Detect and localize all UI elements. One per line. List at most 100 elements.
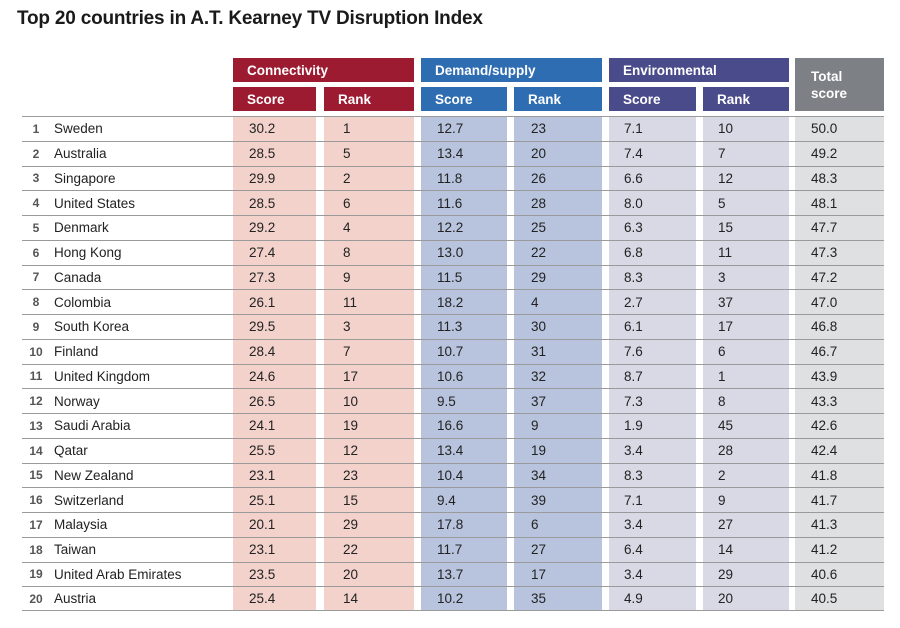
connectivity-rank: 14: [343, 591, 359, 607]
environmental-score: 6.3: [624, 220, 643, 236]
row-rank: 8: [32, 295, 40, 310]
demand-supply-score: 11.3: [437, 319, 463, 335]
connectivity-rank: 10: [343, 393, 359, 409]
demand-supply-score: 12.7: [437, 121, 464, 137]
demand-supply-score: 11.8: [437, 170, 463, 186]
environmental-score: 8.3: [624, 467, 643, 483]
row-rank: 18: [29, 542, 43, 557]
environmental-rank: 17: [718, 319, 734, 335]
demand-supply-score: 13.4: [437, 443, 464, 459]
environmental-score: 6.8: [624, 245, 643, 261]
total-score: 40.5: [811, 591, 838, 607]
row-rank: 1: [32, 121, 40, 136]
table-row: 18 Taiwan 23.1 22 11.7 27 6.4 14 41.2: [22, 536, 884, 562]
country-name: Malaysia: [54, 517, 108, 533]
country-name: Australia: [54, 146, 107, 162]
demand-supply-rank: 6: [531, 517, 539, 533]
total-score-header: Total score: [795, 58, 884, 111]
page-title: Top 20 countries in A.T. Kearney TV Disr…: [17, 8, 483, 29]
connectivity-score: 24.6: [249, 368, 276, 384]
connectivity-score: 28.4: [249, 344, 276, 360]
total-score: 43.3: [811, 393, 838, 409]
demand-supply-score: 11.7: [437, 542, 463, 558]
demand-supply-rank: 29: [531, 269, 547, 285]
environmental-score: 7.4: [624, 146, 643, 162]
total-score: 48.1: [811, 195, 838, 211]
total-score: 41.7: [811, 492, 838, 508]
connectivity-header: Connectivity: [233, 58, 414, 82]
environmental-score: 6.4: [624, 542, 643, 558]
connectivity-rank: 11: [343, 294, 358, 310]
row-rank: 12: [29, 394, 43, 409]
table-row: 16 Switzerland 25.1 15 9.4 39 7.1 9 41.7: [22, 487, 884, 512]
row-rank: 17: [29, 517, 43, 532]
environmental-rank: 45: [718, 418, 734, 434]
environmental-score: 1.9: [624, 418, 643, 434]
environmental-score: 7.1: [624, 492, 643, 508]
demand-supply-score: 17.8: [437, 517, 464, 533]
environmental-rank: 8: [718, 393, 726, 409]
connectivity-score: 29.5: [249, 319, 276, 335]
country-name: New Zealand: [54, 467, 134, 483]
demand-supply-rank: 35: [531, 591, 547, 607]
environmental-rank: 37: [718, 294, 734, 310]
environmental-rank: 15: [718, 220, 734, 236]
environmental-score: 8.0: [624, 195, 643, 211]
table-row: 13 Saudi Arabia 24.1 19 16.6 9 1.9 45 42.6: [22, 413, 884, 438]
connectivity-rank: 29: [343, 517, 359, 533]
demand-supply-rank: 9: [531, 418, 539, 434]
connectivity-rank: 4: [343, 220, 351, 236]
environmental-header: Environmental: [609, 58, 789, 82]
demand-supply-rank: 25: [531, 220, 547, 236]
environmental-rank: 6: [718, 344, 726, 360]
environmental-score: 6.6: [624, 170, 643, 186]
total-score: 40.6: [811, 566, 838, 582]
environmental-score: 8.3: [624, 269, 643, 285]
demand-supply-score: 12.2: [437, 220, 464, 236]
row-rank: 2: [32, 146, 40, 161]
demand-supply-rank: 26: [531, 170, 547, 186]
total-score: 49.2: [811, 146, 838, 162]
row-rank: 3: [32, 171, 40, 186]
row-rank: 19: [29, 567, 43, 582]
environmental-score-header: Score: [609, 87, 696, 111]
row-rank: 11: [29, 369, 43, 384]
country-name: Singapore: [54, 170, 116, 186]
table-row: 20 Austria 25.4 14 10.2 35 4.9 20 40.5: [22, 586, 884, 611]
country-name: Taiwan: [54, 542, 97, 558]
connectivity-score: 29.9: [249, 170, 276, 186]
country-name: Colombia: [54, 294, 112, 310]
connectivity-score: 20.1: [249, 517, 276, 533]
table-row: 7 Canada 27.3 9 11.5 29 8.3 3 47.2: [22, 264, 884, 290]
demand-supply-rank: 17: [531, 566, 547, 582]
demand-supply-score: 10.6: [437, 368, 464, 384]
table-row: 8 Colombia 26.1 11 18.2 4 2.7 37 47.0: [22, 289, 884, 314]
total-score: 42.6: [811, 418, 838, 434]
total-score: 41.2: [811, 542, 838, 558]
demand-supply-rank: 31: [531, 344, 547, 360]
connectivity-rank: 7: [343, 344, 351, 360]
demand-supply-score: 13.4: [437, 146, 464, 162]
connectivity-rank: 15: [343, 492, 359, 508]
environmental-rank: 7: [718, 146, 726, 162]
row-rank: 15: [29, 468, 43, 483]
environmental-score: 7.1: [624, 121, 643, 137]
connectivity-score: 30.2: [249, 121, 276, 137]
demand-supply-rank: 30: [531, 319, 547, 335]
row-rank: 5: [32, 220, 40, 235]
country-name: Switzerland: [54, 492, 124, 508]
demand-supply-rank: 28: [531, 195, 547, 211]
demand-supply-score: 11.5: [437, 269, 463, 285]
connectivity-rank: 23: [343, 467, 359, 483]
demand-supply-rank: 39: [531, 492, 547, 508]
row-rank: 13: [29, 418, 43, 433]
environmental-rank: 29: [718, 566, 734, 582]
country-name: Qatar: [54, 443, 88, 459]
connectivity-score: 25.4: [249, 591, 276, 607]
demand-supply-score: 18.2: [437, 294, 464, 310]
environmental-score: 8.7: [624, 368, 643, 384]
demand-supply-score: 10.2: [437, 591, 464, 607]
connectivity-score: 24.1: [249, 418, 276, 434]
environmental-rank: 14: [718, 542, 734, 558]
demand-supply-score: 13.7: [437, 566, 464, 582]
